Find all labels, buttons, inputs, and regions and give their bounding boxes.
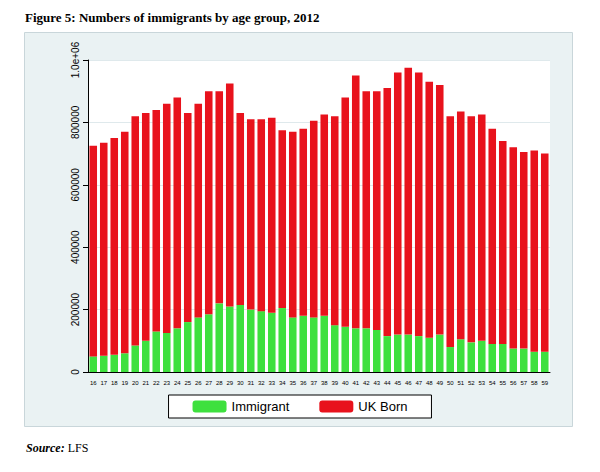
svg-text:24: 24 <box>174 380 181 386</box>
svg-text:27: 27 <box>205 380 212 386</box>
svg-text:26: 26 <box>195 380 202 386</box>
svg-text:21: 21 <box>142 380 149 386</box>
svg-text:32: 32 <box>258 380 265 386</box>
svg-text:30: 30 <box>237 380 244 386</box>
svg-text:400000: 400000 <box>70 230 81 264</box>
svg-text:50: 50 <box>447 380 454 386</box>
svg-text:19: 19 <box>121 380 128 386</box>
svg-text:18: 18 <box>111 380 118 386</box>
svg-text:UK Born: UK Born <box>358 399 407 414</box>
svg-text:40: 40 <box>342 380 349 386</box>
svg-text:42: 42 <box>363 380 370 386</box>
svg-text:23: 23 <box>163 380 170 386</box>
svg-text:800000: 800000 <box>70 105 81 139</box>
svg-text:20: 20 <box>132 380 139 386</box>
svg-text:41: 41 <box>352 380 359 386</box>
svg-text:47: 47 <box>415 380 422 386</box>
svg-text:28: 28 <box>216 380 223 386</box>
svg-text:29: 29 <box>226 380 233 386</box>
svg-text:1.0e+06: 1.0e+06 <box>70 41 81 78</box>
svg-text:51: 51 <box>457 380 464 386</box>
svg-text:56: 56 <box>510 380 517 386</box>
svg-text:48: 48 <box>426 380 433 386</box>
svg-text:45: 45 <box>394 380 401 386</box>
svg-text:22: 22 <box>153 380 160 386</box>
svg-text:17: 17 <box>100 380 107 386</box>
svg-text:Figure 5: Numbers of immigrant: Figure 5: Numbers of immigrants by age g… <box>25 10 320 25</box>
svg-text:34: 34 <box>279 380 286 386</box>
svg-text:0: 0 <box>70 369 81 375</box>
svg-text:200000: 200000 <box>70 292 81 326</box>
svg-text:55: 55 <box>499 380 506 386</box>
svg-text:49: 49 <box>436 380 443 386</box>
svg-text:39: 39 <box>331 380 338 386</box>
svg-text:31: 31 <box>247 380 254 386</box>
svg-text:25: 25 <box>184 380 191 386</box>
svg-text:33: 33 <box>268 380 275 386</box>
svg-text:53: 53 <box>478 380 485 386</box>
svg-text:Source:: Source: <box>26 441 65 455</box>
svg-text:LFS: LFS <box>65 441 89 455</box>
svg-text:52: 52 <box>468 380 475 386</box>
svg-text:35: 35 <box>289 380 296 386</box>
svg-text:Immigrant: Immigrant <box>232 399 290 414</box>
svg-text:54: 54 <box>489 380 496 386</box>
svg-text:44: 44 <box>384 380 391 386</box>
svg-text:37: 37 <box>310 380 317 386</box>
svg-text:46: 46 <box>405 380 412 386</box>
svg-text:57: 57 <box>520 380 527 386</box>
svg-text:59: 59 <box>541 380 548 386</box>
svg-text:43: 43 <box>373 380 380 386</box>
svg-text:16: 16 <box>90 380 97 386</box>
svg-text:58: 58 <box>531 380 538 386</box>
svg-text:38: 38 <box>321 380 328 386</box>
svg-text:36: 36 <box>300 380 307 386</box>
svg-text:600000: 600000 <box>70 168 81 202</box>
